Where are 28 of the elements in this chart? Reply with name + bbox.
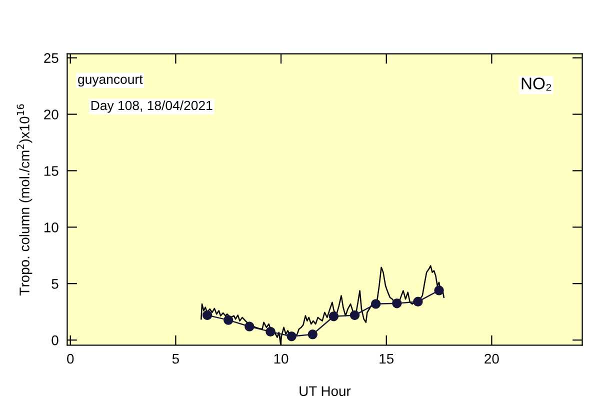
y-axis-title: Tropo. column (mol./cm$^{2}$)x10$^{16}$ bbox=[16, 104, 32, 296]
point bbox=[244, 322, 254, 332]
point bbox=[308, 330, 318, 340]
x-tick-label: 5 bbox=[172, 354, 179, 364]
x-tick-label: 20 bbox=[484, 354, 499, 364]
y-tick-label: 10 bbox=[44, 222, 58, 232]
y-tick-label: 25 bbox=[44, 53, 58, 63]
y-tick-label: 5 bbox=[52, 279, 58, 289]
x-tick-label: 10 bbox=[274, 354, 288, 364]
point bbox=[202, 310, 212, 320]
point bbox=[413, 296, 423, 307]
y-tick-label: 20 bbox=[44, 110, 58, 120]
point bbox=[286, 331, 296, 342]
point bbox=[224, 315, 234, 325]
annotation: Day 108, 18/04/2021 bbox=[91, 100, 212, 113]
y-tick-label: 15 bbox=[44, 166, 58, 176]
x-tick-label: 15 bbox=[380, 354, 394, 364]
point bbox=[266, 326, 276, 337]
point bbox=[370, 299, 381, 309]
point bbox=[350, 310, 360, 320]
point bbox=[328, 311, 339, 322]
x-tick-label: 0 bbox=[67, 354, 74, 364]
annotation: NO₂ bbox=[522, 78, 552, 91]
x-axis-title: UT Hour bbox=[300, 386, 351, 396]
annotation: guyancourt bbox=[78, 75, 143, 87]
point bbox=[392, 298, 402, 308]
y-tick-label: 0 bbox=[52, 335, 58, 346]
point bbox=[434, 286, 444, 296]
